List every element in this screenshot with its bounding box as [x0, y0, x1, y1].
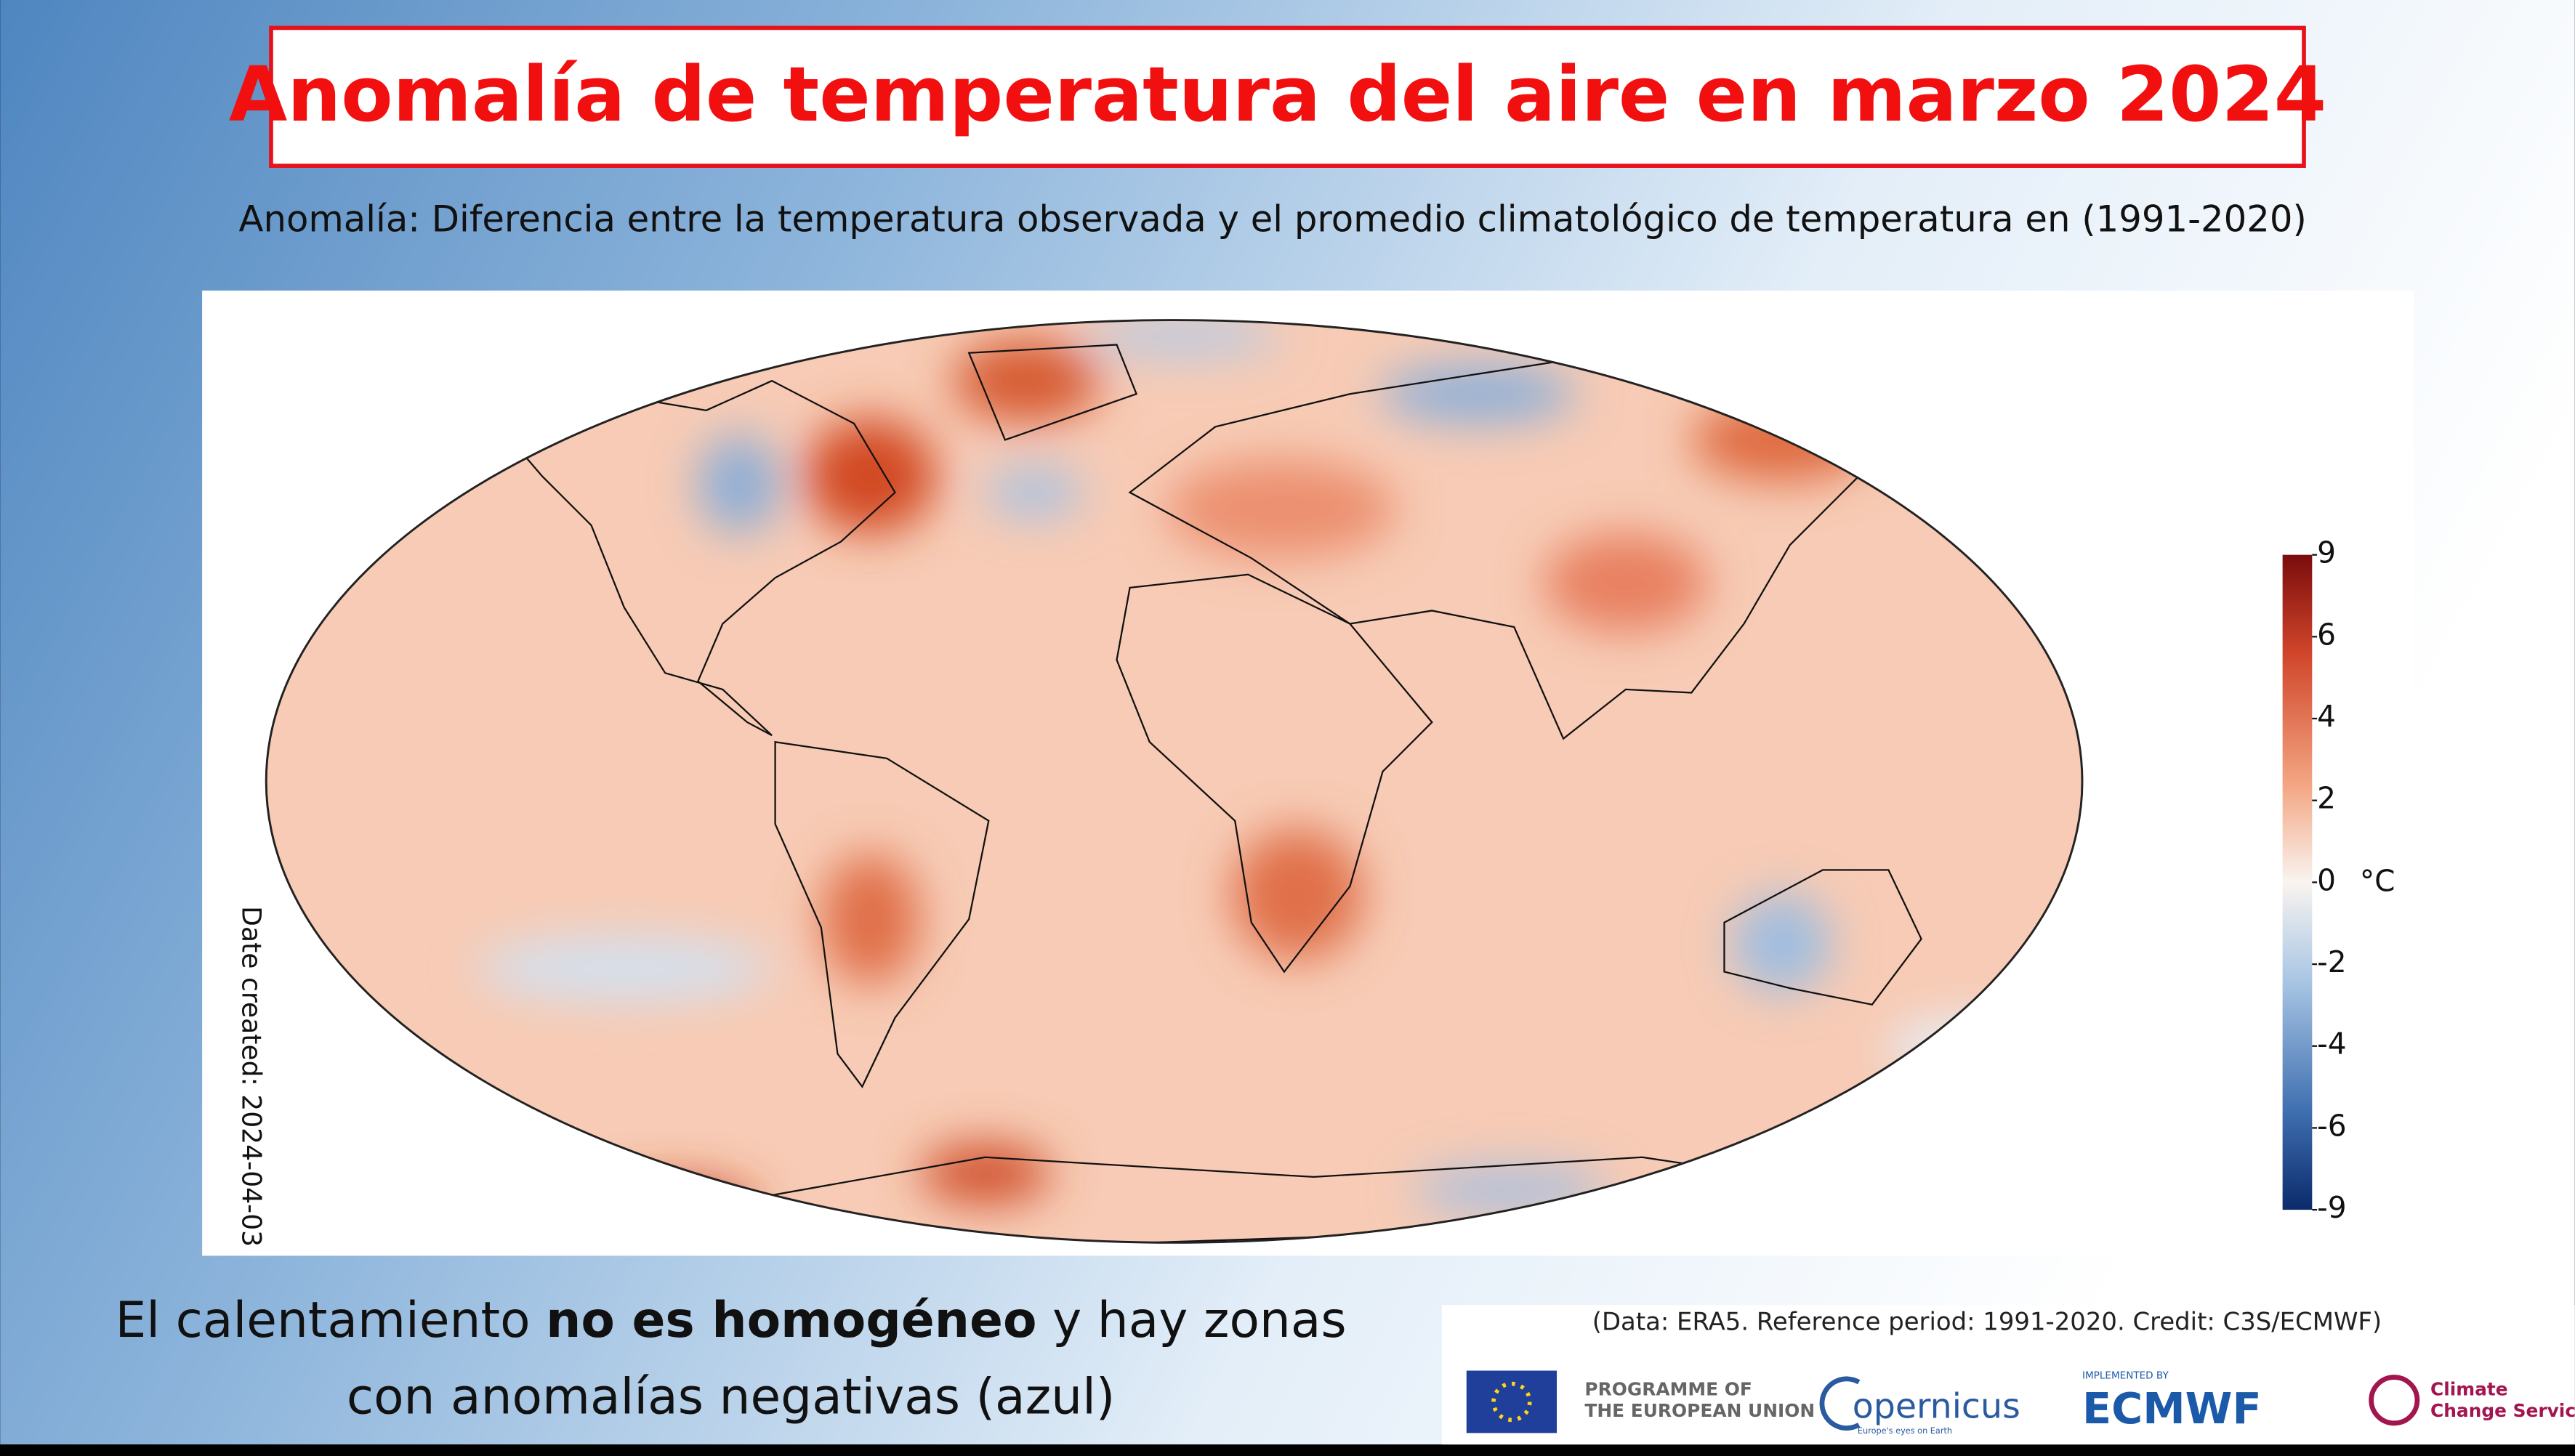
ecmwf-label: IMPLEMENTED BY [2082, 1370, 2169, 1381]
bottom-bar [0, 1444, 2575, 1456]
colorbar-tick-label: 2 [2317, 781, 2336, 816]
colorbar-tick-label: -9 [2317, 1190, 2347, 1225]
c3s-label: Climate [2430, 1379, 2508, 1400]
date-created: Date created: 2024-04-03 [236, 906, 267, 1247]
caption-line: con anomalías negativas (azul) [347, 1368, 1116, 1425]
copernicus-tagline: Europe's eyes on Earth [1858, 1426, 1952, 1436]
caption-text: El calentamiento [115, 1291, 546, 1348]
eu-flag [1466, 1370, 1558, 1433]
colorbar-unit: °C [2360, 864, 2395, 899]
colorbar [2282, 554, 2313, 1210]
title: Anomalía de temperatura del aire en marz… [229, 51, 2326, 139]
colorbar-tick-label: 6 [2317, 617, 2336, 652]
caption-emphasis: no es homogéneo [546, 1291, 1036, 1348]
colorbar-tick-label: 9 [2317, 535, 2336, 570]
c3s-label: Change Service [2430, 1400, 2575, 1421]
colorbar-tick-label: -2 [2317, 945, 2347, 979]
colorbar-tick-label: 4 [2317, 699, 2336, 734]
title-box [269, 25, 2306, 169]
eu-label: THE EUROPEAN UNION [1584, 1400, 1815, 1421]
colorbar-ticks: 9 6 4 2 0 -2 -4 -6 -9 [2312, 535, 2347, 1225]
caption-text: y hay zonas [1037, 1291, 1347, 1348]
map-outline [265, 319, 2084, 1244]
colorbar-tick-label: -6 [2317, 1108, 2347, 1143]
copernicus-mark [1819, 1376, 1861, 1431]
credit: (Data: ERA5. Reference period: 1991-2020… [1592, 1307, 2382, 1335]
map [266, 320, 2083, 1243]
caption-line: El calentamiento no es homogéneo y hay z… [115, 1291, 1346, 1348]
eu-label: PROGRAMME OF [1584, 1379, 1752, 1400]
colorbar-tick-label: -4 [2317, 1027, 2347, 1061]
c3s-mark [2369, 1375, 2420, 1426]
subtitle: Anomalía: Diferencia entre la temperatur… [238, 198, 2306, 240]
ecmwf-logo: ECMWF [2082, 1383, 2262, 1433]
copernicus-logo: opernicus [1853, 1386, 2020, 1426]
colorbar-tick-label: 0 [2317, 862, 2336, 897]
